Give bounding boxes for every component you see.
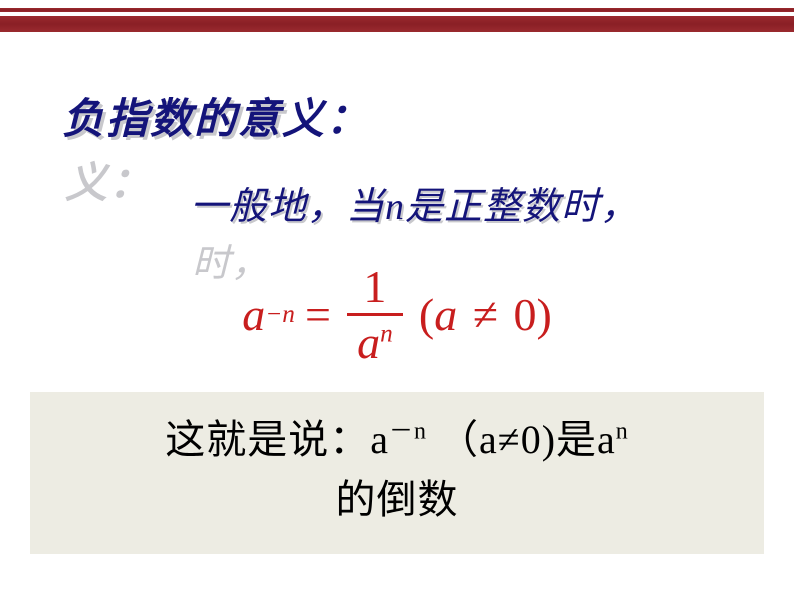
- title: 负指数的意义： 负指数的意义：: [62, 85, 370, 146]
- formula-condition: (a ≠ 0): [419, 288, 552, 341]
- conclusion-text: 这就是说：a－n （a≠0)是an 的倒数: [50, 410, 744, 530]
- formula-equals: =: [305, 288, 331, 341]
- conclusion-box: 这就是说：a－n （a≠0)是an 的倒数: [30, 392, 764, 554]
- fraction-denominator: an: [353, 316, 397, 369]
- title-text: 负指数的意义：: [62, 85, 370, 146]
- subtitle: 一般地，当n是正整数时， 一般地，当n是正整数时，: [190, 175, 639, 230]
- subtitle-text: 一般地，当n是正整数时，: [190, 175, 639, 230]
- formula-lhs: a−n: [242, 288, 295, 341]
- top-decorative-band: [0, 0, 794, 32]
